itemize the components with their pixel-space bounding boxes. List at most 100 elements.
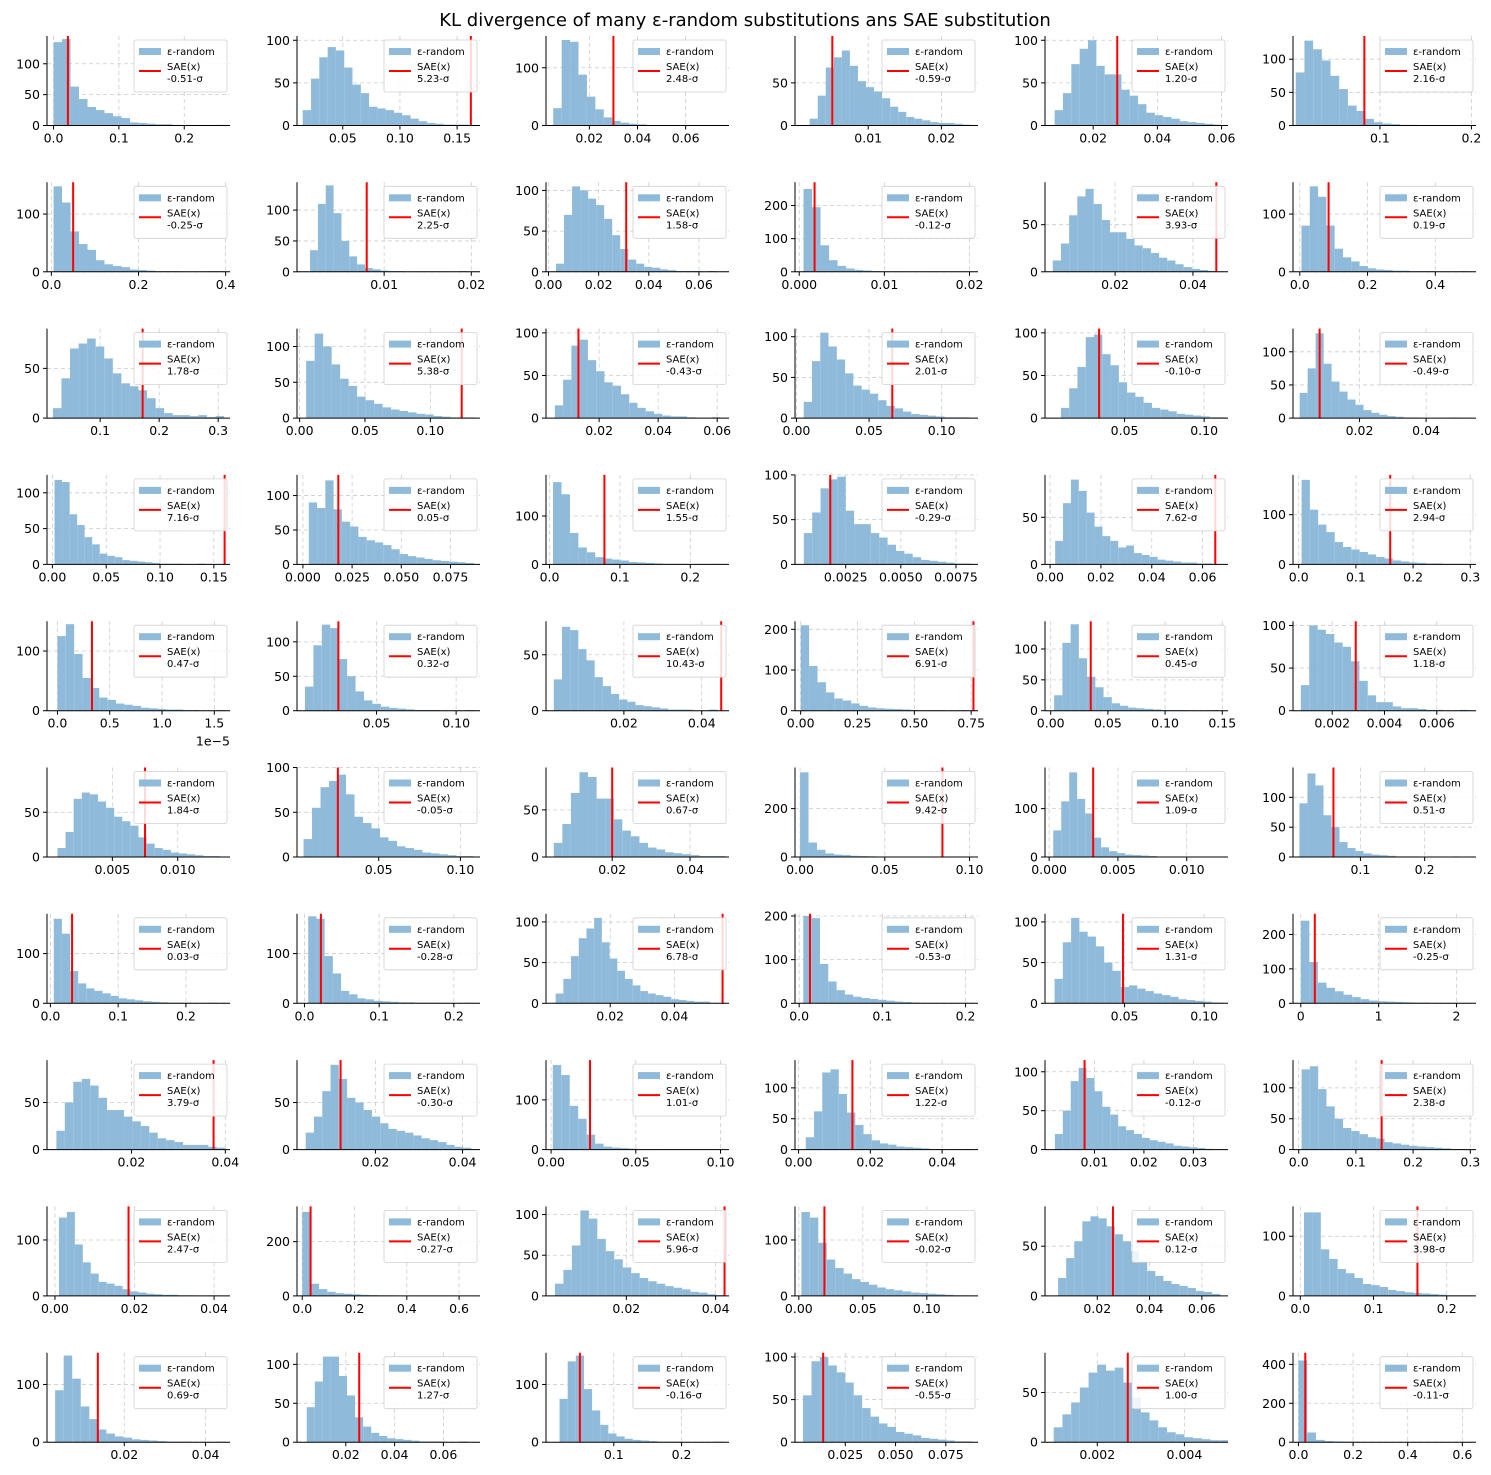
legend-hist-label: ε-random xyxy=(1165,193,1213,204)
histogram-bar xyxy=(388,840,397,857)
histogram-bar xyxy=(352,84,361,126)
histogram-bar xyxy=(314,333,324,419)
histogram-bar xyxy=(884,708,894,711)
legend-sigma-label: 1.09-σ xyxy=(1165,806,1198,817)
histogram-bar xyxy=(99,697,108,711)
histogram-bar xyxy=(1093,203,1102,272)
histogram-bar xyxy=(365,999,374,1004)
histogram-bar xyxy=(129,386,139,419)
legend-line-label: SAE(x) xyxy=(1413,208,1447,219)
histogram-bar xyxy=(1386,1001,1396,1004)
histogram-bar xyxy=(1143,402,1152,419)
x-tick-label: 0.04 xyxy=(1412,423,1440,438)
histogram-bar xyxy=(637,124,646,126)
histogram-bar xyxy=(424,558,433,565)
histogram-bar xyxy=(86,988,95,1004)
histogram-bar xyxy=(1118,232,1127,272)
histogram-bar xyxy=(879,537,888,565)
histogram-bar xyxy=(70,231,80,272)
histogram-bar xyxy=(660,708,669,711)
histogram-bar xyxy=(850,855,860,857)
legend-line-label: SAE(x) xyxy=(666,1232,700,1243)
histogram-bar xyxy=(84,537,93,565)
histogram-bar xyxy=(333,213,342,272)
legend-sigma-label: 0.12-σ xyxy=(1165,1244,1198,1255)
histogram-bar xyxy=(146,270,156,272)
histogram-bar xyxy=(418,121,428,126)
histogram-bar xyxy=(1343,546,1352,565)
histogram-bar xyxy=(1379,855,1388,857)
legend-line-label: SAE(x) xyxy=(1165,62,1199,73)
histogram-bar xyxy=(1367,1137,1377,1150)
histogram-bar xyxy=(317,507,326,565)
histogram-bar xyxy=(1347,105,1357,126)
histogram-bar xyxy=(1367,268,1377,272)
histogram-bar xyxy=(1309,509,1319,565)
histogram-bar xyxy=(580,190,589,272)
histogram-bar xyxy=(402,115,411,126)
histogram-bar xyxy=(1122,1241,1132,1296)
histogram-bar xyxy=(433,415,443,419)
x-tick-label: 0.06 xyxy=(1188,1301,1216,1316)
legend-hist-label: ε-random xyxy=(1165,632,1213,643)
histogram-bar xyxy=(561,494,570,565)
y-tick-label: 50 xyxy=(24,361,40,376)
histogram-bar xyxy=(1404,1292,1414,1296)
histogram-bar xyxy=(113,116,122,126)
histogram-bar xyxy=(649,1441,658,1443)
histogram-bar xyxy=(1392,1143,1402,1150)
histogram-bar xyxy=(1299,803,1308,857)
histogram-bar xyxy=(144,562,153,565)
x-tick-label: 0.00 xyxy=(1036,569,1064,584)
y-tick-label: 0 xyxy=(32,557,40,572)
histogram-bar xyxy=(338,1078,348,1150)
histogram-bar xyxy=(874,91,883,126)
histogram-bar xyxy=(129,560,138,565)
histogram-bar xyxy=(846,268,855,272)
legend-hist-label: ε-random xyxy=(915,1364,963,1375)
histogram-bar xyxy=(894,408,904,419)
histogram-bar xyxy=(709,709,718,711)
histogram-bar xyxy=(1121,89,1130,126)
x-tick-label: 0.2 xyxy=(956,1008,976,1023)
legend-hist-swatch xyxy=(139,1218,161,1226)
histogram-bar xyxy=(639,842,649,857)
y-tick-label: 50 xyxy=(523,224,539,239)
histogram-bar xyxy=(553,482,562,565)
histogram-bar xyxy=(114,557,123,565)
legend-hist-label: ε-random xyxy=(167,1071,215,1082)
x-tick-label: 0.006 xyxy=(1419,716,1455,731)
legend-hist-swatch xyxy=(139,194,161,202)
histogram-bar xyxy=(826,1259,836,1296)
histogram-bar xyxy=(556,263,565,272)
histogram-bar xyxy=(406,709,415,711)
y-tick-label: 200 xyxy=(764,908,788,923)
histogram-bar xyxy=(1313,49,1322,126)
histogram-bar xyxy=(868,1284,878,1296)
histogram-bar xyxy=(1339,842,1348,857)
y-tick-label: 0 xyxy=(780,264,788,279)
histogram-bar xyxy=(1388,1289,1397,1296)
legend-hist-label: ε-random xyxy=(1413,779,1461,790)
histogram-bar xyxy=(586,660,595,711)
histogram-bar xyxy=(56,1130,65,1150)
histogram-bar xyxy=(1093,837,1102,857)
legend-sigma-label: 0.69-σ xyxy=(167,1391,200,1402)
histogram-bar xyxy=(78,343,88,419)
legend-sigma-label: 0.47-σ xyxy=(167,659,200,670)
histogram-bar xyxy=(1300,685,1310,711)
histogram-bar xyxy=(569,1105,579,1150)
histogram-bar xyxy=(357,264,365,272)
histogram-bar xyxy=(1077,798,1086,857)
histogram-bar xyxy=(1074,1241,1083,1296)
histogram-bar xyxy=(372,703,381,711)
histogram-bar xyxy=(1167,1432,1176,1443)
y-tick-label: 50 xyxy=(523,368,539,383)
histogram-bar xyxy=(822,1072,831,1150)
histogram-bar xyxy=(1162,995,1171,1004)
legend-sigma-label: -0.02-σ xyxy=(915,1244,951,1255)
histogram-bar xyxy=(174,709,183,711)
histogram-bar xyxy=(170,1294,179,1296)
